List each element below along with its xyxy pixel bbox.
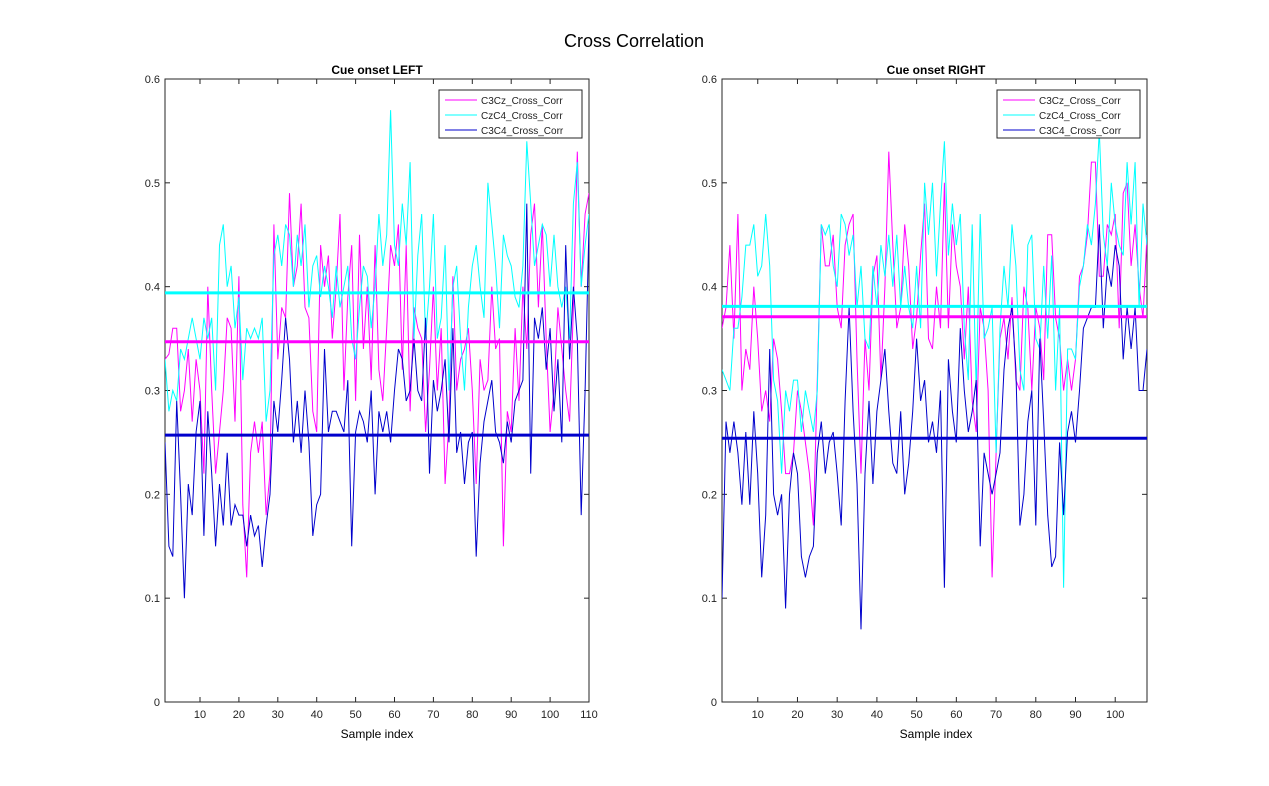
right-y-tick-label: 0.6 <box>702 74 717 86</box>
right-x-tick-label: 100 <box>1106 709 1124 721</box>
right-legend-label: C3C4_Cross_Corr <box>1039 126 1122 137</box>
left-x-tick-label: 90 <box>505 709 517 721</box>
right-legend-label: CzC4_Cross_Corr <box>1039 111 1121 122</box>
left-series-line-C3Cz_Cross_Corr <box>165 151 589 578</box>
left-y-tick-label: 0.6 <box>145 74 160 86</box>
right-y-tick-label: 0.5 <box>702 178 717 190</box>
left-legend-label: C3C4_Cross_Corr <box>481 126 564 137</box>
left-x-tick-label: 50 <box>349 709 361 721</box>
left-y-tick-label: 0 <box>154 697 160 709</box>
right-series-line-CzC4_Cross_Corr <box>722 130 1147 588</box>
right-axes-box <box>721 78 1148 703</box>
right-x-tick-label: 30 <box>831 709 843 721</box>
left-plot-area <box>165 110 589 599</box>
left-x-tick-label: 10 <box>194 709 206 721</box>
left-x-tick-label: 100 <box>541 709 559 721</box>
left-x-tick-label: 40 <box>311 709 323 721</box>
left-y-tick-label: 0.2 <box>145 489 160 501</box>
left-y-tick-label: 0.4 <box>145 282 160 294</box>
right-legend-label: C3Cz_Cross_Corr <box>1039 96 1121 107</box>
left-legend-label: C3Cz_Cross_Corr <box>481 96 563 107</box>
right-y-tick-label: 0.3 <box>702 386 717 398</box>
left-x-tick-label: 30 <box>272 709 284 721</box>
right-x-tick-label: 80 <box>1030 709 1042 721</box>
right-x-tick-label: 60 <box>950 709 962 721</box>
left-y-tick-label: 0.3 <box>145 386 160 398</box>
left-legend-label: CzC4_Cross_Corr <box>481 111 563 122</box>
right-x-tick-label: 90 <box>1069 709 1081 721</box>
right-x-tick-label: 50 <box>911 709 923 721</box>
right-y-tick-label: 0.1 <box>702 593 717 605</box>
left-x-tick-label: 20 <box>233 709 245 721</box>
left-x-tick-label: 110 <box>580 709 598 721</box>
right-plot-title: Cue onset RIGHT <box>887 63 986 77</box>
left-y-tick-label: 0.5 <box>145 178 160 190</box>
right-y-tick-label: 0 <box>711 697 717 709</box>
right-plot-panel: Cue onset RIGHT Sample index 0 0.1 0.2 0.3 0… <box>702 63 1148 741</box>
right-x-axis-label: Sample index <box>900 727 973 741</box>
right-y-tick-label: 0.2 <box>702 489 717 501</box>
right-legend: C3Cz_Cross_Corr CzC4_Cross_Corr C3C4_Cross… <box>996 89 1141 139</box>
figure-title: Cross Correlation <box>564 31 704 51</box>
left-legend: C3Cz_Cross_Corr CzC4_Cross_Corr C3C4_Cross… <box>438 89 583 139</box>
left-plot-panel: Cue onset LEFT Sample index 0 0.1 0.2 0.3 0.… <box>145 63 598 741</box>
right-x-tick-label: 20 <box>791 709 803 721</box>
left-plot-title: Cue onset LEFT <box>331 63 423 77</box>
right-y-tick-label: 0.4 <box>702 282 717 294</box>
left-x-tick-label: 70 <box>427 709 439 721</box>
right-x-tick-label: 40 <box>871 709 883 721</box>
left-x-tick-label: 60 <box>388 709 400 721</box>
right-plot-area <box>722 130 1147 630</box>
left-x-tick-label: 80 <box>466 709 478 721</box>
left-series-line-CzC4_Cross_Corr <box>165 110 589 422</box>
right-x-tick-label: 10 <box>752 709 764 721</box>
left-series-line-C3C4_Cross_Corr <box>165 203 589 599</box>
left-y-tick-label: 0.1 <box>145 593 160 605</box>
left-x-axis-label: Sample index <box>341 727 414 741</box>
right-x-tick-label: 70 <box>990 709 1002 721</box>
